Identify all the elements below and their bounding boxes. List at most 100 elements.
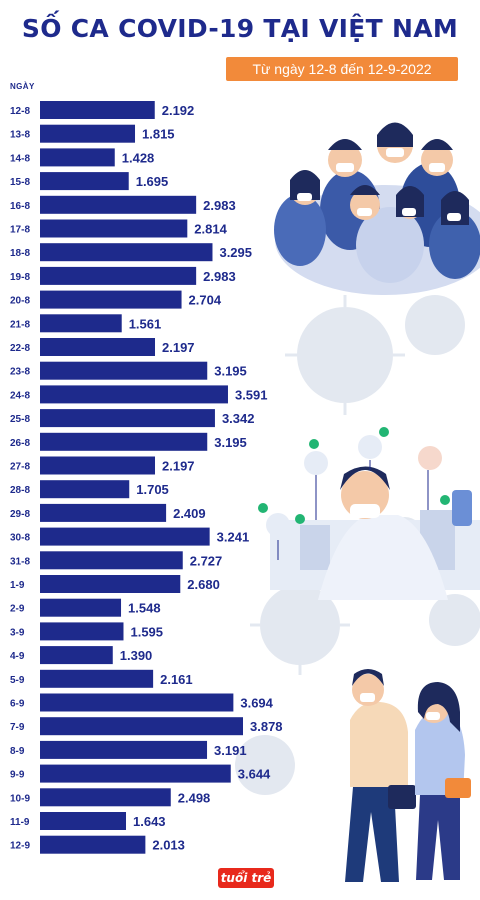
bar <box>40 693 234 712</box>
value-label: 2.192 <box>162 103 195 118</box>
category-label: 1-9 <box>10 580 25 591</box>
bar <box>40 338 156 356</box>
category-label: 3-9 <box>10 627 25 638</box>
bar <box>40 788 171 807</box>
value-label: 3.191 <box>214 743 247 758</box>
value-label: 2.498 <box>178 790 211 805</box>
value-label: 1.390 <box>120 648 153 663</box>
bar <box>40 456 156 475</box>
category-label: 20-8 <box>10 296 30 307</box>
value-label: 2.680 <box>187 577 220 592</box>
bar <box>40 717 243 736</box>
value-label: 2.727 <box>190 553 223 568</box>
bar <box>40 101 155 119</box>
bar <box>40 385 228 404</box>
category-label: 25-8 <box>10 414 30 425</box>
value-label: 3.591 <box>235 387 268 402</box>
category-label: 9-9 <box>10 770 25 781</box>
bar <box>40 575 181 593</box>
bar <box>40 219 188 238</box>
category-label: 24-8 <box>10 390 30 401</box>
value-label: 1.815 <box>142 127 175 142</box>
bar <box>40 409 215 428</box>
category-label: 21-8 <box>10 319 30 330</box>
category-label: 16-8 <box>10 201 30 212</box>
walking-couple-icon <box>345 669 471 882</box>
value-label: 1.561 <box>129 316 162 331</box>
bar <box>40 503 167 522</box>
category-label: 17-8 <box>10 225 30 236</box>
category-label: 26-8 <box>10 438 30 449</box>
value-label: 1.548 <box>128 601 161 616</box>
bar <box>40 480 130 499</box>
bar <box>40 243 213 262</box>
value-label: 2.161 <box>160 672 193 687</box>
doctor-icon <box>258 427 480 600</box>
category-label: 23-8 <box>10 367 30 378</box>
bar <box>40 290 182 309</box>
value-label: 3.878 <box>250 719 283 734</box>
bar <box>40 764 231 783</box>
bar <box>40 148 115 167</box>
value-label: 2.197 <box>162 340 195 355</box>
tuoi-tre-logo: tuổi trẻ <box>218 868 274 888</box>
value-label: 3.694 <box>240 696 273 711</box>
masked-crowd-icon <box>274 122 480 295</box>
value-label: 3.295 <box>219 245 252 260</box>
category-label: 22-8 <box>10 343 30 354</box>
category-label: 10-9 <box>10 793 30 804</box>
category-label: 11-9 <box>10 817 30 828</box>
bar <box>40 598 122 617</box>
bar <box>40 740 208 759</box>
value-label: 2.013 <box>152 838 185 853</box>
category-label: 6-9 <box>10 699 25 710</box>
bar <box>40 551 183 570</box>
bar <box>40 195 197 214</box>
category-label: 19-8 <box>10 272 30 283</box>
category-label: 31-8 <box>10 556 30 567</box>
value-label: 3.195 <box>214 435 247 450</box>
value-label: 1.595 <box>130 624 163 639</box>
category-label: 30-8 <box>10 533 30 544</box>
bar <box>40 266 197 285</box>
bar <box>40 527 210 546</box>
category-label: 8-9 <box>10 746 25 757</box>
virus-spikes-icon <box>250 295 405 675</box>
category-label: 28-8 <box>10 485 30 496</box>
value-label: 2.704 <box>189 293 222 308</box>
value-label: 3.342 <box>222 411 255 426</box>
category-label: 13-8 <box>10 130 30 141</box>
value-label: 1.643 <box>133 814 166 829</box>
bar <box>40 314 122 333</box>
value-label: 1.695 <box>136 174 169 189</box>
bar <box>40 646 113 665</box>
bar <box>40 361 208 380</box>
category-label: 12-9 <box>10 841 30 852</box>
bar <box>40 432 208 451</box>
value-label: 3.195 <box>214 364 247 379</box>
category-label: 2-9 <box>10 604 25 615</box>
value-label: 2.814 <box>194 222 227 237</box>
value-label: 3.644 <box>238 767 271 782</box>
category-label: 14-8 <box>10 153 30 164</box>
category-label: 27-8 <box>10 462 30 473</box>
virus-icon <box>235 295 480 795</box>
value-label: 2.983 <box>203 269 236 284</box>
category-label: 18-8 <box>10 248 30 259</box>
bar <box>40 835 146 854</box>
bar <box>40 812 127 830</box>
category-label: 12-8 <box>10 106 30 117</box>
category-label: 5-9 <box>10 675 25 686</box>
value-label: 2.197 <box>162 459 195 474</box>
bar <box>40 172 129 191</box>
value-label: 2.983 <box>203 198 236 213</box>
bar <box>40 622 124 641</box>
category-label: 4-9 <box>10 651 25 662</box>
page-title: SỐ CA COVID-19 TẠI VIỆT NAM <box>21 14 459 43</box>
bar <box>40 669 154 688</box>
value-label: 1.705 <box>136 482 169 497</box>
value-label: 2.409 <box>173 506 206 521</box>
category-label: 29-8 <box>10 509 30 520</box>
